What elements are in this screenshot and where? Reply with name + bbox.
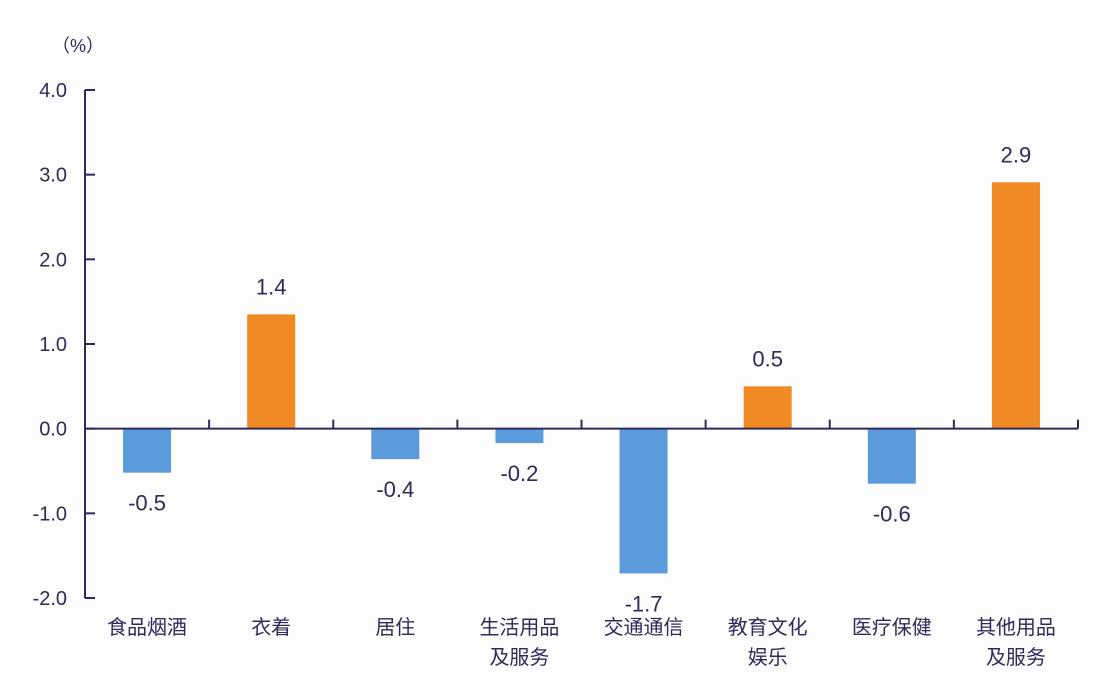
category-label: 食品烟酒 xyxy=(107,615,187,639)
data-label: -0.2 xyxy=(500,461,538,486)
category-label: 居住 xyxy=(375,615,415,639)
category-label: 教育文化 xyxy=(728,615,808,639)
y-tick-label: 4.0 xyxy=(39,80,67,102)
category-label: 衣着 xyxy=(251,615,291,639)
data-label: 1.4 xyxy=(256,274,287,299)
category-label: 及服务 xyxy=(986,645,1046,669)
y-tick-label: 3.0 xyxy=(39,165,67,187)
category-label: 娱乐 xyxy=(748,645,788,669)
category-label: 交通通信 xyxy=(604,615,684,639)
y-axis: 4.0 3.0 2.0 1.0 0.0 -1.0 -2.0 xyxy=(33,80,95,610)
bar xyxy=(495,428,544,444)
value-labels: -0.5 1.4 -0.4 -0.2 -1.7 0.5 -0.6 2.9 xyxy=(128,142,1031,616)
y-tick-label: 2.0 xyxy=(39,249,67,271)
y-tick-label: 0.0 xyxy=(39,419,67,441)
data-label: -1.7 xyxy=(625,591,663,616)
y-tick-label: -2.0 xyxy=(33,588,67,610)
category-label: 医疗保健 xyxy=(852,615,932,639)
bar xyxy=(371,428,420,460)
bar xyxy=(867,428,916,484)
unit-label: （%） xyxy=(52,36,104,56)
y-tick-label: -1.0 xyxy=(33,503,67,525)
data-label: -0.6 xyxy=(873,502,911,527)
data-label: 2.9 xyxy=(1001,142,1032,167)
bar xyxy=(991,182,1040,429)
category-label: 生活用品 xyxy=(479,615,559,639)
bar xyxy=(123,428,172,473)
x-axis xyxy=(85,419,1079,430)
bars xyxy=(123,182,1040,574)
category-label: 其他用品 xyxy=(976,615,1056,639)
bar xyxy=(743,386,792,429)
bar xyxy=(619,428,668,574)
bar xyxy=(247,314,296,429)
data-label: -0.5 xyxy=(128,491,166,516)
category-label: 及服务 xyxy=(489,645,549,669)
data-label: -0.4 xyxy=(376,477,414,502)
y-tick-label: 1.0 xyxy=(39,334,67,356)
data-label: 0.5 xyxy=(752,346,783,371)
